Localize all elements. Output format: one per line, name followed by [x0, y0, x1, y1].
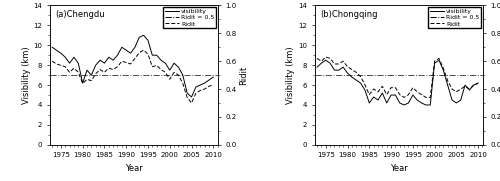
Legend: visibility, Ridit = 0.5, Ridit: visibility, Ridit = 0.5, Ridit — [428, 7, 481, 28]
Y-axis label: Visibility (km): Visibility (km) — [286, 46, 296, 104]
X-axis label: Year: Year — [390, 164, 407, 173]
Text: (b)Chongqing: (b)Chongqing — [320, 10, 378, 19]
Y-axis label: Visibility (km): Visibility (km) — [22, 46, 30, 104]
X-axis label: Year: Year — [125, 164, 142, 173]
Text: (a)Chengdu: (a)Chengdu — [55, 10, 104, 19]
Y-axis label: Ridit: Ridit — [240, 66, 248, 85]
Legend: visibility, Ridit = 0.5, Ridit: visibility, Ridit = 0.5, Ridit — [163, 7, 216, 28]
